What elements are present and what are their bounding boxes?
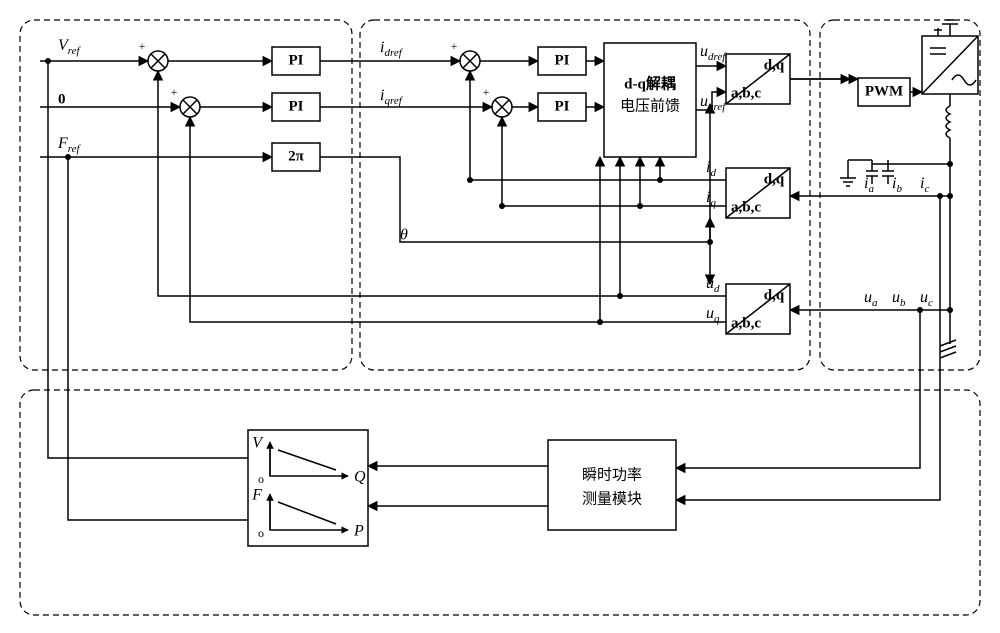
- ub: ub: [892, 289, 906, 309]
- power1: 瞬时功率: [582, 466, 642, 483]
- label-twopi: 2π: [288, 148, 305, 164]
- droop-o1: o: [258, 472, 264, 486]
- ua: ua: [864, 289, 878, 309]
- park-bot: a,b,c: [731, 199, 761, 215]
- label-pi3: PI: [555, 52, 570, 68]
- label-theta: θ: [400, 227, 408, 244]
- label-udref: udref: [700, 43, 727, 63]
- ib: ib: [892, 175, 902, 195]
- power2: 测量模块: [582, 490, 642, 507]
- uc: uc: [920, 289, 933, 309]
- label-iqref: iqref: [380, 87, 404, 107]
- droop-F: F: [251, 487, 262, 504]
- node: [947, 161, 953, 167]
- park-top: d,q: [764, 287, 785, 303]
- park-bot: a,b,c: [731, 85, 761, 101]
- id: id: [706, 159, 716, 179]
- plus: +: [451, 39, 458, 53]
- node: [467, 177, 473, 183]
- block-droop: [248, 430, 368, 546]
- droop-P: P: [353, 523, 364, 540]
- plus: +: [171, 85, 178, 99]
- wire: [660, 157, 726, 180]
- node: [45, 58, 51, 64]
- label-zero: 0: [58, 91, 66, 107]
- label-idref: idref: [380, 39, 404, 59]
- droop-to-vref: [48, 61, 248, 458]
- wire-theta: [320, 157, 710, 242]
- park-top: d,q: [764, 57, 785, 73]
- label-decouple2: 电压前馈: [620, 97, 680, 114]
- ia: ia: [864, 175, 874, 195]
- park-bot: a,b,c: [731, 315, 761, 331]
- ud: ud: [706, 275, 720, 295]
- label-pwm: PWM: [865, 83, 903, 99]
- node: [65, 154, 71, 160]
- label-pi4: PI: [555, 98, 570, 114]
- label-pi1: PI: [289, 52, 304, 68]
- block-power: [548, 440, 676, 530]
- meas-i: [676, 196, 940, 500]
- ic: ic: [920, 175, 929, 195]
- label-pi2: PI: [289, 98, 304, 114]
- meas-u: [676, 310, 920, 468]
- droop-o2: o: [258, 526, 264, 540]
- label-vref: Vref: [58, 37, 82, 57]
- region-droop: [20, 390, 980, 615]
- plus: +: [139, 39, 146, 53]
- label-fref: Fref: [57, 135, 82, 155]
- droop-Q: Q: [354, 469, 366, 486]
- wire: [190, 117, 600, 322]
- label-decouple1: d-q解耦: [624, 74, 676, 92]
- park-top: d,q: [764, 171, 785, 187]
- plus: +: [483, 85, 490, 99]
- node: [499, 203, 505, 209]
